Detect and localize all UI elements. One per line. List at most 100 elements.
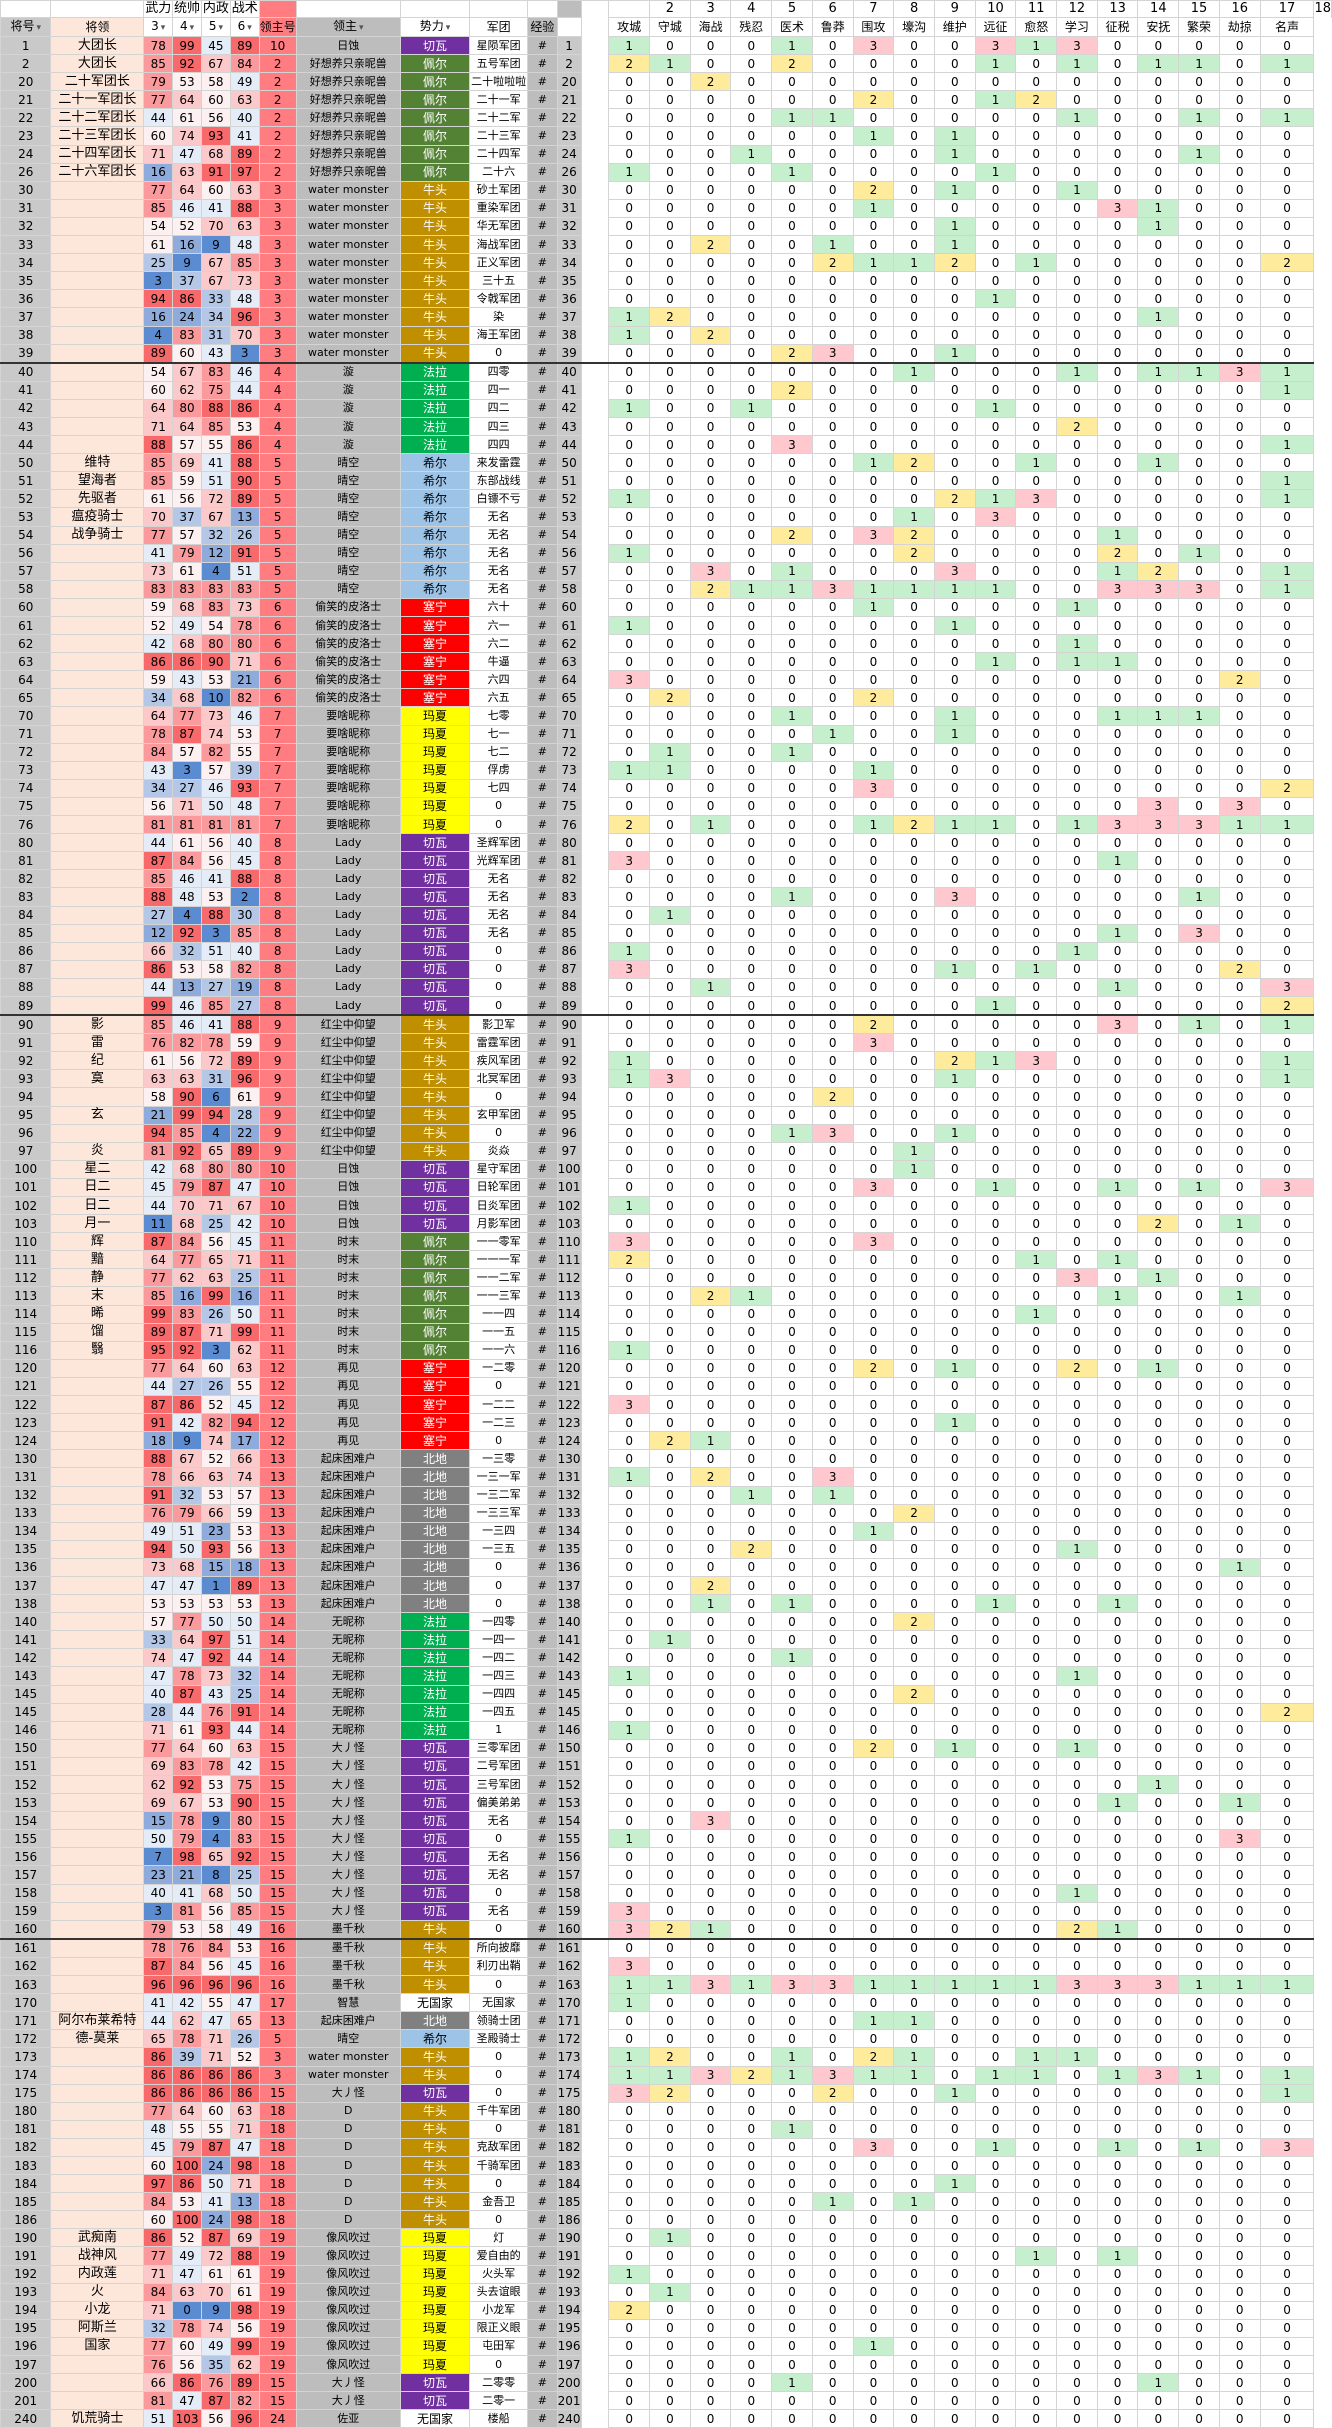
skill-value[interactable]: 0 <box>1178 2029 1220 2049</box>
officer-name[interactable] <box>50 2210 145 2230</box>
officer-no[interactable]: 181 <box>0 2119 52 2139</box>
skill-value[interactable]: 0 <box>649 724 691 744</box>
skill-value[interactable]: 0 <box>933 453 976 473</box>
skill-value[interactable]: 0 <box>771 1901 813 1921</box>
row-no-repeat[interactable]: 24 <box>556 144 582 164</box>
skill-value[interactable]: 0 <box>1096 108 1139 128</box>
skill-value[interactable]: 0 <box>852 1105 895 1125</box>
skill-value[interactable]: 0 <box>1056 2101 1098 2121</box>
stat-value[interactable]: 78 <box>229 615 260 636</box>
skill-value[interactable]: 0 <box>852 1883 895 1903</box>
skill-value[interactable]: 0 <box>1178 2155 1220 2176</box>
row-no-repeat[interactable]: 64 <box>556 670 582 690</box>
skill-value[interactable]: 0 <box>649 343 691 364</box>
skill-value[interactable]: 0 <box>811 1195 854 1216</box>
skill-value[interactable]: 0 <box>933 1395 976 1415</box>
skill-value[interactable]: 0 <box>1178 1883 1220 1903</box>
skill-value[interactable]: 0 <box>1178 180 1220 200</box>
leader-name[interactable]: 再见 <box>295 1413 401 1433</box>
skill-value[interactable]: 0 <box>1015 1177 1058 1198</box>
stat-value[interactable]: 16 <box>229 1286 260 1306</box>
officer-name[interactable] <box>50 905 145 925</box>
skill-value[interactable]: 0 <box>893 2264 935 2284</box>
skill-value[interactable]: 0 <box>1137 1286 1180 1306</box>
skill-value[interactable]: 0 <box>933 72 976 92</box>
skill-value[interactable]: 0 <box>608 1883 651 1903</box>
skill-value[interactable]: 1 <box>933 724 976 744</box>
stat-value[interactable]: 34 <box>143 778 174 798</box>
exp-value[interactable]: # <box>527 1539 558 1559</box>
skill-value[interactable]: 0 <box>1137 1250 1180 1270</box>
skill-value[interactable]: 0 <box>852 1069 895 1089</box>
officer-no[interactable]: 114 <box>0 1304 52 1324</box>
skill-value[interactable]: 0 <box>1015 1919 1058 1940</box>
skill-value[interactable]: 0 <box>933 1666 976 1686</box>
leader-no[interactable]: 15 <box>258 1829 297 1849</box>
skill-value[interactable]: 0 <box>730 361 773 382</box>
stat-value[interactable]: 16 <box>172 1286 202 1306</box>
skill-value[interactable]: 0 <box>730 724 773 744</box>
skill-value[interactable]: 0 <box>893 1937 935 1958</box>
skill-value[interactable]: 0 <box>1178 833 1220 853</box>
skill-value[interactable]: 2 <box>893 543 935 563</box>
header-skill-14[interactable]: 征税 <box>1096 17 1139 37</box>
skill-value[interactable]: 0 <box>811 307 854 327</box>
skill-value[interactable]: 0 <box>1178 507 1220 527</box>
stat-value[interactable]: 41 <box>200 198 231 218</box>
leader-name[interactable]: 要啥昵称 <box>295 815 401 835</box>
stat-value[interactable]: 84 <box>172 1956 202 1977</box>
skill-value[interactable]: 0 <box>730 1141 773 1161</box>
skill-value[interactable]: 1 <box>771 2047 813 2067</box>
skill-value[interactable]: 0 <box>1259 180 1315 200</box>
force-name[interactable]: 玛夏 <box>399 2318 471 2338</box>
skill-value[interactable]: 0 <box>974 380 1017 400</box>
officer-no[interactable]: 130 <box>0 1449 52 1469</box>
force-name[interactable]: 切瓦 <box>399 833 471 853</box>
skill-value[interactable]: 0 <box>1056 1177 1098 1198</box>
army-name[interactable]: 0 <box>469 977 529 997</box>
exp-value[interactable]: # <box>527 1159 558 1179</box>
leader-name[interactable]: water monster <box>295 2047 401 2067</box>
skill-value[interactable]: 0 <box>811 1232 854 1252</box>
row-no-repeat[interactable]: 112 <box>556 1268 582 1288</box>
stat-value[interactable]: 96 <box>143 1975 174 1995</box>
skill-value[interactable]: 0 <box>689 1449 732 1469</box>
skill-value[interactable]: 0 <box>1137 435 1180 455</box>
skill-value[interactable]: 1 <box>893 253 935 273</box>
row-no-repeat[interactable]: 36 <box>556 289 582 309</box>
skill-value[interactable]: 0 <box>1137 2264 1180 2284</box>
skill-value[interactable]: 0 <box>974 1413 1017 1433</box>
officer-no[interactable]: 138 <box>0 1594 52 1614</box>
officer-name[interactable]: 二十四军团长 <box>50 144 145 164</box>
row-no-repeat[interactable]: 73 <box>556 760 582 780</box>
skill-value[interactable]: 0 <box>649 416 691 437</box>
skill-value[interactable]: 0 <box>893 1232 935 1252</box>
leader-no[interactable]: 14 <box>258 1648 297 1668</box>
skill-value[interactable]: 0 <box>1015 1214 1058 1234</box>
officer-no[interactable]: 52 <box>0 489 52 509</box>
skill-value[interactable]: 0 <box>1015 54 1058 74</box>
leader-no[interactable]: 4 <box>258 435 297 455</box>
skill-value[interactable]: 0 <box>1015 1503 1058 1523</box>
leader-name[interactable]: 要啥昵称 <box>295 724 401 744</box>
skill-value[interactable]: 0 <box>893 216 935 237</box>
leader-name[interactable]: 要啥昵称 <box>295 796 401 817</box>
skill-value[interactable]: 0 <box>730 1720 773 1740</box>
skill-value[interactable]: 0 <box>893 325 935 345</box>
leader-no[interactable]: 12 <box>258 1376 297 1397</box>
officer-no[interactable]: 160 <box>0 1919 52 1940</box>
skill-value[interactable]: 0 <box>608 1648 651 1668</box>
force-name[interactable]: 塞宁 <box>399 1431 471 1451</box>
skill-value[interactable]: 0 <box>730 1557 773 1577</box>
skill-value[interactable]: 0 <box>974 1268 1017 1288</box>
skill-value[interactable]: 0 <box>1056 1901 1098 1921</box>
skill-value[interactable]: 0 <box>1096 1376 1139 1397</box>
skill-value[interactable]: 3 <box>608 2083 651 2103</box>
skill-value[interactable]: 0 <box>811 1413 854 1433</box>
exp-value[interactable]: # <box>527 1612 558 1632</box>
exp-value[interactable]: # <box>527 2373 558 2393</box>
skill-value[interactable]: 0 <box>689 525 732 545</box>
exp-value[interactable]: # <box>527 1195 558 1216</box>
row-no-repeat[interactable]: 51 <box>556 471 582 491</box>
stat-value[interactable]: 43 <box>143 760 174 780</box>
